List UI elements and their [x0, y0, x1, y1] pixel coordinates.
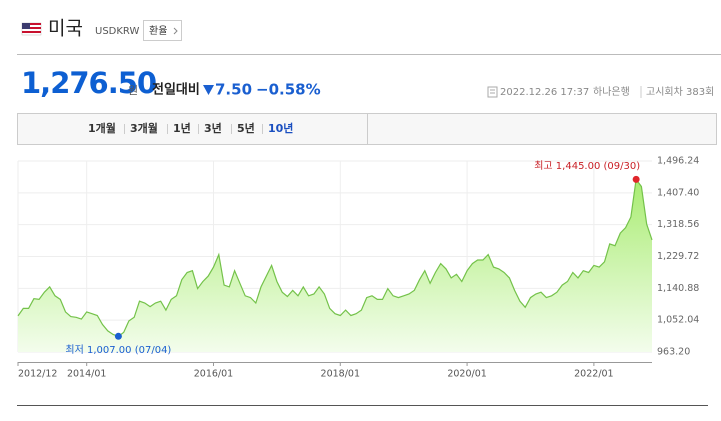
line — [17, 177, 653, 337]
y-tick-label: 963.20 — [657, 347, 690, 358]
x-tick-label: 2018/01 — [321, 369, 360, 380]
source-bank: 하나은행 — [593, 85, 630, 98]
tab[interactable]: 1년 — [173, 121, 191, 135]
price-unit: 원 — [128, 84, 138, 97]
x-tick-label: 2012/12 — [18, 369, 57, 380]
tab[interactable]: 10년 — [268, 121, 293, 135]
x-tick-label: 2014/01 — [67, 369, 106, 380]
rate-button-label[interactable]: 환율 — [149, 25, 167, 37]
y-tick-label: 1,318.56 — [657, 219, 699, 230]
change: 7.50 — [215, 81, 252, 99]
source-icon — [487, 86, 498, 98]
price: 1,276.50 — [21, 66, 156, 100]
y-tick-label: 1,407.40 — [657, 187, 699, 198]
source-round: 고시회차 383회 — [646, 86, 714, 98]
tab[interactable]: 3년 — [204, 121, 222, 135]
source-datetime: 2022.12.26 17:37 — [500, 87, 589, 98]
x-tick-label: 2016/01 — [194, 369, 233, 380]
y-tick-label: 1,140.88 — [657, 283, 699, 294]
down-arrow — [203, 85, 214, 95]
change-label: 전일대비 — [152, 82, 200, 98]
currency-code: USDKRW — [95, 26, 139, 37]
min-label: 최저 1,007.00 (07/04) — [65, 344, 171, 356]
y-tick-label: 1,496.24 — [657, 156, 699, 167]
y-tick-label: 1,229.72 — [657, 251, 699, 262]
flag — [21, 22, 42, 36]
max-point — [632, 175, 640, 183]
country: 미국 — [48, 18, 83, 40]
rate-button[interactable]: 환율 — [143, 20, 182, 41]
change-pct: −0.58% — [256, 81, 321, 99]
tab[interactable]: 3개월 — [130, 121, 158, 135]
x-tick-label: 2022/01 — [574, 369, 613, 380]
tab[interactable]: 5년 — [237, 121, 255, 135]
area-fill — [18, 179, 652, 352]
tab[interactable]: 1개월 — [88, 121, 116, 135]
max-label: 최고 1,445.00 (09/30) — [534, 160, 640, 172]
y-tick-label: 1,052.04 — [657, 315, 699, 326]
x-tick-label: 2020/01 — [447, 369, 486, 380]
min-point — [114, 332, 122, 340]
